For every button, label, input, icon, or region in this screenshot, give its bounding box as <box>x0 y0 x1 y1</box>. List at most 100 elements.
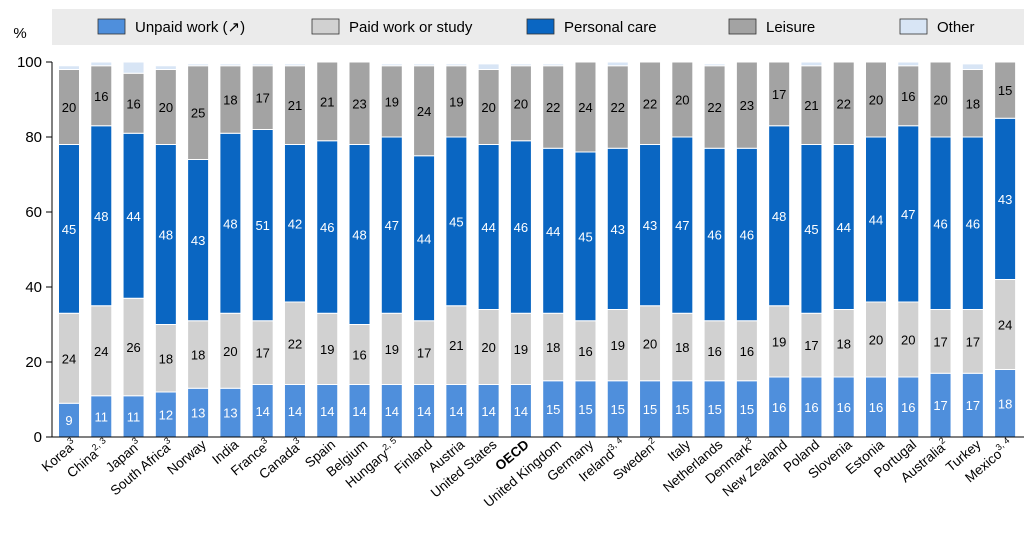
data-label: 20 <box>901 333 915 348</box>
bar-stack: 14 19 47 19 <box>380 63 403 438</box>
bar-stack: 18 24 43 15 <box>994 61 1017 438</box>
data-label: 46 <box>514 220 528 235</box>
data-label: 48 <box>223 216 237 231</box>
data-label: 18 <box>223 93 237 108</box>
data-label: 17 <box>933 334 947 349</box>
data-label: 16 <box>707 344 721 359</box>
data-label: 43 <box>191 233 205 248</box>
data-label: 22 <box>836 96 850 111</box>
legend: Unpaid work (↗) Paid work or study Persona… <box>97 18 975 36</box>
data-label: 46 <box>966 216 980 231</box>
data-label: 15 <box>643 402 657 417</box>
bar-segment <box>413 63 436 67</box>
legend-swatch <box>526 18 555 35</box>
bar-segment <box>606 61 629 67</box>
data-label: 9 <box>65 413 72 428</box>
data-label: 45 <box>804 222 818 237</box>
data-label: 18 <box>998 396 1012 411</box>
data-label: 22 <box>288 336 302 351</box>
data-label: 48 <box>352 228 366 243</box>
legend-label: Paid work or study <box>349 19 473 36</box>
data-label: 19 <box>449 94 463 109</box>
category-footnote: 3 <box>259 435 269 446</box>
bar-segment <box>219 63 242 67</box>
y-axis: 0 20 40 60 80 100 <box>17 54 53 446</box>
data-label: 24 <box>417 104 431 119</box>
bar-stack: 15 18 47 20 <box>671 61 694 438</box>
bar-segment <box>58 65 80 70</box>
bars: 9244520112448161126441612184820131843251… <box>58 61 1017 438</box>
data-label: 20 <box>514 96 528 111</box>
data-label: 20 <box>159 100 173 115</box>
bar-segment <box>832 61 855 145</box>
bar-stack: 13 18 43 25 <box>187 63 210 438</box>
data-label: 43 <box>643 218 657 233</box>
bar-stack: 14 22 42 21 <box>283 63 306 438</box>
data-label: 20 <box>675 93 689 108</box>
bar-segment <box>671 61 694 138</box>
data-label: 24 <box>998 318 1012 333</box>
data-label: 20 <box>481 100 495 115</box>
bar-stack: 15 16 46 23 <box>735 61 758 438</box>
data-label: 22 <box>643 96 657 111</box>
data-label: 44 <box>869 213 883 228</box>
data-label: 16 <box>126 96 140 111</box>
data-label: 16 <box>804 400 818 415</box>
bar-stack: 17 17 46 18 <box>961 63 984 438</box>
bar-stack: 15 19 43 22 <box>606 61 629 438</box>
y-tick-label: 60 <box>25 204 42 221</box>
data-label: 18 <box>191 348 205 363</box>
bar-segment <box>800 61 823 67</box>
bar-stack: 14 21 45 19 <box>445 63 468 438</box>
data-label: 42 <box>288 216 302 231</box>
data-label: 24 <box>578 100 592 115</box>
bar-segment <box>380 63 403 67</box>
bar-segment <box>865 61 887 138</box>
data-label: 16 <box>772 400 786 415</box>
bar-stack: 16 17 45 21 <box>800 61 823 438</box>
data-label: 23 <box>352 96 366 111</box>
data-label: 16 <box>740 344 754 359</box>
data-label: 15 <box>546 402 560 417</box>
bar-stack: 16 18 44 22 <box>832 61 855 438</box>
data-label: 16 <box>836 400 850 415</box>
bar-segment <box>897 61 920 67</box>
data-label: 20 <box>933 93 947 108</box>
bar-segment <box>154 65 177 70</box>
bar-stack: 11 24 48 16 <box>90 61 113 438</box>
bar-stack: 15 18 44 22 <box>542 63 565 438</box>
data-label: 18 <box>836 336 850 351</box>
bar-segment <box>735 61 758 149</box>
data-label: 17 <box>417 346 431 361</box>
data-label: 15 <box>611 402 625 417</box>
y-tick-label: 40 <box>25 279 42 296</box>
data-label: 48 <box>772 209 786 224</box>
data-label: 17 <box>255 346 269 361</box>
data-label: 19 <box>772 334 786 349</box>
bar-segment <box>961 63 984 70</box>
data-label: 20 <box>869 93 883 108</box>
bar-segment <box>445 63 468 67</box>
data-label: 14 <box>385 404 399 419</box>
bar-stack: 17 17 46 20 <box>929 61 952 438</box>
data-label: 16 <box>869 400 883 415</box>
data-label: 19 <box>385 94 399 109</box>
data-label: 19 <box>320 342 334 357</box>
bar-segment <box>283 63 306 67</box>
data-label: 44 <box>481 220 495 235</box>
bar-segment <box>639 61 662 145</box>
bar-segment <box>768 61 791 127</box>
bar-segment <box>122 61 145 74</box>
data-label: 14 <box>417 404 431 419</box>
data-label: 45 <box>449 214 463 229</box>
data-label: 46 <box>740 228 754 243</box>
bar-stack: 16 19 48 17 <box>768 61 791 438</box>
category-footnote: 3 <box>130 435 140 446</box>
legend-swatch <box>311 18 340 35</box>
bar-stack: 14 17 51 17 <box>251 63 274 438</box>
data-label: 21 <box>449 338 463 353</box>
data-label: 44 <box>126 209 140 224</box>
data-label: 11 <box>127 409 141 424</box>
data-label: 15 <box>675 402 689 417</box>
data-label: 21 <box>288 98 302 113</box>
